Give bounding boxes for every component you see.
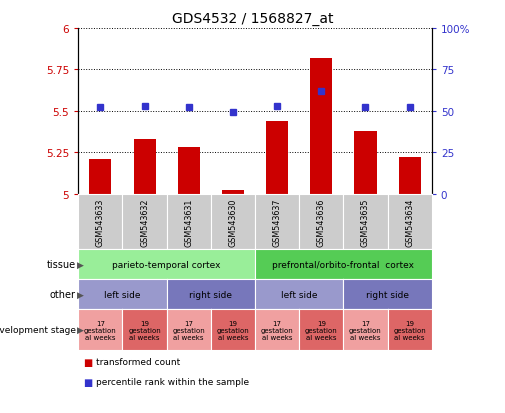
Text: percentile rank within the sample: percentile rank within the sample [96, 377, 249, 387]
Text: tissue: tissue [46, 260, 76, 270]
Bar [133, 140, 156, 194]
Text: GSM543630: GSM543630 [228, 198, 237, 246]
Text: 19
gestation
al weeks: 19 gestation al weeks [393, 320, 426, 340]
Text: ▶: ▶ [77, 260, 84, 269]
Text: transformed count: transformed count [96, 357, 180, 366]
Text: parieto-temporal cortex: parieto-temporal cortex [113, 260, 221, 269]
Text: GSM543633: GSM543633 [96, 198, 105, 246]
Text: prefrontal/orbito-frontal  cortex: prefrontal/orbito-frontal cortex [272, 260, 415, 269]
Text: GSM543631: GSM543631 [184, 198, 193, 246]
Bar [355, 131, 377, 194]
Text: GSM543632: GSM543632 [140, 198, 149, 246]
Text: 17
gestation
al weeks: 17 gestation al weeks [261, 320, 293, 340]
Bar [398, 158, 421, 194]
Text: left side: left side [281, 290, 318, 299]
Bar [266, 121, 288, 194]
Text: GSM543634: GSM543634 [405, 198, 414, 246]
Text: 17
gestation
al weeks: 17 gestation al weeks [349, 320, 382, 340]
Text: ■: ■ [83, 357, 92, 367]
Text: ▶: ▶ [77, 325, 84, 335]
Text: left side: left side [104, 290, 141, 299]
Text: right side: right side [189, 290, 232, 299]
Text: development stage: development stage [0, 325, 76, 335]
Text: ■: ■ [83, 377, 92, 387]
Text: other: other [50, 290, 76, 299]
Bar [89, 159, 112, 194]
Bar [222, 191, 244, 194]
Text: 19
gestation
al weeks: 19 gestation al weeks [305, 320, 338, 340]
Text: ▶: ▶ [77, 290, 84, 299]
Text: GSM543637: GSM543637 [273, 198, 282, 246]
Text: GDS4532 / 1568827_at: GDS4532 / 1568827_at [172, 12, 333, 26]
Text: 17
gestation
al weeks: 17 gestation al weeks [172, 320, 205, 340]
Text: 19
gestation
al weeks: 19 gestation al weeks [217, 320, 249, 340]
Text: GSM543636: GSM543636 [317, 198, 326, 246]
Text: 17
gestation
al weeks: 17 gestation al weeks [84, 320, 117, 340]
Bar [178, 148, 200, 194]
Text: GSM543635: GSM543635 [361, 198, 370, 246]
Bar [310, 59, 332, 194]
Text: 19
gestation
al weeks: 19 gestation al weeks [128, 320, 161, 340]
Text: right side: right side [366, 290, 409, 299]
